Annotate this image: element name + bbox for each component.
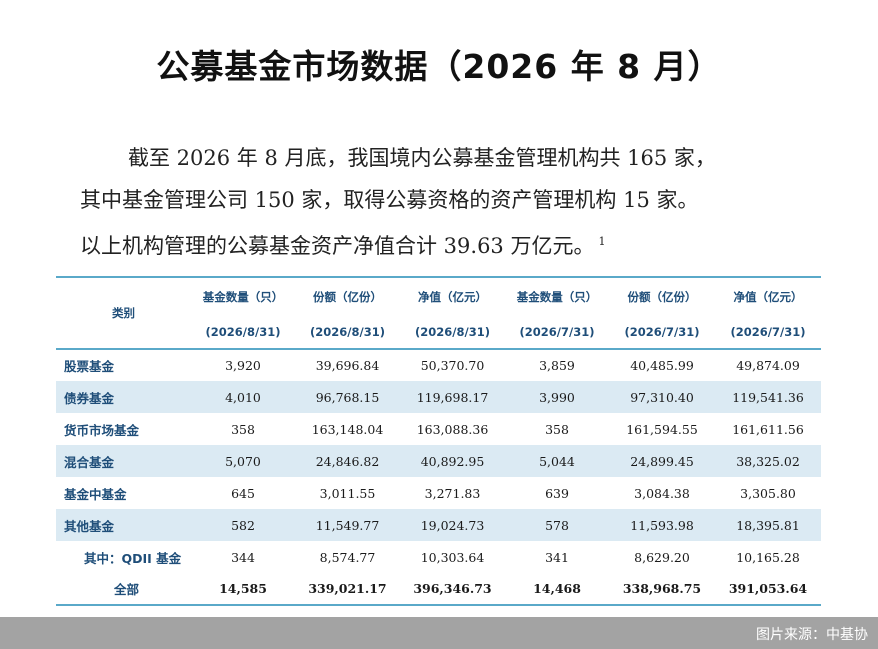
table-cell: 578 [545, 517, 569, 533]
header-col-date: (2026/7/31) [624, 325, 700, 339]
table-cell: 40,892.95 [420, 453, 485, 469]
header-col-label: 净值（亿元） [733, 290, 803, 304]
table-cell: 3,920 [225, 358, 261, 373]
source-bar: 图片来源：中基协 [0, 617, 878, 649]
table-cell: 24,899.45 [630, 453, 694, 469]
table-total-row: 全部 14,585 339,021.17 396,346.73 14,468 3… [56, 573, 821, 605]
table-cell: 5,044 [539, 453, 575, 469]
header-col-date: (2026/8/31) [205, 325, 281, 339]
table-row: 基金中基金 645 3,011.55 3,271.83 639 3,084.38… [56, 477, 821, 509]
table-row: 其中：QDII 基金 344 8,574.77 10,303.64 341 8,… [56, 541, 821, 573]
footnote-mark: 1 [598, 235, 606, 248]
table-cell: 391,053.64 [728, 581, 808, 596]
table-cell: 163,148.04 [311, 421, 384, 437]
table-cell: 18,395.81 [736, 517, 800, 533]
table-row: 债券基金 4,010 96,768.15 119,698.17 3,990 97… [56, 381, 821, 413]
row-category: 基金中基金 [64, 486, 127, 502]
table-cell: 396,346.73 [413, 581, 492, 596]
table-cell: 645 [231, 485, 255, 501]
summary-line-3-text: 以上机构管理的公募基金资产净值合计 39.63 万亿元。 [80, 234, 595, 258]
row-category: 股票基金 [64, 359, 115, 374]
table-cell: 14,585 [219, 581, 267, 596]
header-col-label: 净值（亿元） [418, 290, 487, 304]
table-cell: 582 [231, 517, 255, 533]
table-cell: 8,574.77 [319, 549, 376, 565]
table-cell: 39,696.84 [315, 358, 380, 373]
header-col-date: (2026/7/31) [730, 325, 806, 339]
table-cell: 14,468 [533, 581, 581, 596]
table-cell: 11,549.77 [315, 517, 380, 533]
table-cell: 19,024.73 [420, 517, 485, 533]
header-col-date: (2026/8/31) [310, 325, 385, 339]
table-cell: 10,165.28 [736, 549, 800, 565]
table-header-date-row: (2026/8/31) (2026/8/31) (2026/8/31) (202… [56, 316, 821, 349]
table-cell: 96,768.15 [315, 389, 380, 405]
table-cell: 639 [545, 485, 569, 501]
table-cell: 3,990 [539, 389, 575, 405]
header-col-date: (2026/7/31) [519, 325, 595, 339]
header-col-label: 基金数量（只） [516, 290, 598, 304]
table-cell: 11,593.98 [630, 517, 694, 533]
table-cell: 161,611.56 [732, 421, 804, 437]
source-caption: 图片来源：中基协 [756, 627, 868, 643]
table-cell: 3,859 [539, 358, 575, 373]
table-cell: 119,698.17 [416, 389, 489, 405]
table-cell: 3,011.55 [319, 485, 376, 501]
table-cell: 163,088.36 [416, 421, 489, 437]
table-cell: 50,370.70 [420, 358, 485, 373]
row-category: 全部 [114, 582, 140, 597]
table-cell: 339,021.17 [308, 581, 387, 596]
table-row: 股票基金 3,920 39,696.84 50,370.70 3,859 40,… [56, 349, 821, 381]
row-category: 其他基金 [64, 518, 115, 534]
summary-line-3: 以上机构管理的公募基金资产净值合计 39.63 万亿元。 1 [80, 221, 800, 267]
table-cell: 38,325.02 [736, 453, 800, 469]
table-cell: 40,485.99 [630, 358, 694, 373]
table-cell: 358 [545, 421, 569, 437]
table-row: 货币市场基金 358 163,148.04 163,088.36 358 161… [56, 413, 821, 445]
header-category: 类别 [112, 306, 135, 320]
header-col-label: 基金数量（只） [202, 290, 284, 304]
table-cell: 24,846.82 [315, 453, 380, 469]
table-cell: 3,305.80 [740, 485, 796, 501]
table-row: 其他基金 582 11,549.77 19,024.73 578 11,593.… [56, 509, 821, 541]
table-cell: 161,594.55 [626, 421, 698, 437]
header-col-date: (2026/8/31) [415, 325, 490, 339]
row-category: 货币市场基金 [64, 422, 140, 438]
summary-line-2: 其中基金管理公司 150 家，取得公募资格的资产管理机构 15 家。 [80, 188, 699, 212]
row-category: 债券基金 [64, 390, 115, 406]
table-header-row: 类别 基金数量（只） 份额（亿份） 净值（亿元） 基金数量（只） 份额（亿份） … [56, 277, 821, 320]
table-cell: 119,541.36 [732, 389, 804, 405]
table-cell: 10,303.64 [420, 549, 485, 565]
header-col-label: 份额（亿份） [313, 290, 382, 304]
table-cell: 3,084.38 [634, 485, 690, 501]
fund-data-table: 类别 基金数量（只） 份额（亿份） 净值（亿元） 基金数量（只） 份额（亿份） … [56, 276, 821, 606]
row-category: 其中：QDII 基金 [84, 550, 182, 566]
page-title: 公募基金市场数据（2026 年 8 月） [156, 47, 722, 86]
table-cell: 97,310.40 [630, 389, 694, 405]
table-cell: 8,629.20 [634, 549, 690, 565]
summary-line-1: 截至 2026 年 8 月底，我国境内公募基金管理机构共 165 家， [128, 146, 716, 170]
row-category: 混合基金 [64, 454, 115, 470]
table-cell: 3,271.83 [424, 485, 481, 501]
header-col-label: 份额（亿份） [627, 290, 697, 304]
table-cell: 341 [545, 549, 569, 565]
table-cell: 338,968.75 [622, 581, 702, 596]
table-cell: 5,070 [225, 453, 261, 469]
table-cell: 358 [231, 421, 255, 437]
table-row: 混合基金 5,070 24,846.82 40,892.95 5,044 24,… [56, 445, 821, 477]
table-cell: 4,010 [225, 389, 261, 405]
summary-paragraph: 截至 2026 年 8 月底，我国境内公募基金管理机构共 165 家， 其中基金… [80, 137, 800, 267]
table-cell: 49,874.09 [736, 358, 800, 373]
table-cell: 344 [231, 549, 255, 565]
